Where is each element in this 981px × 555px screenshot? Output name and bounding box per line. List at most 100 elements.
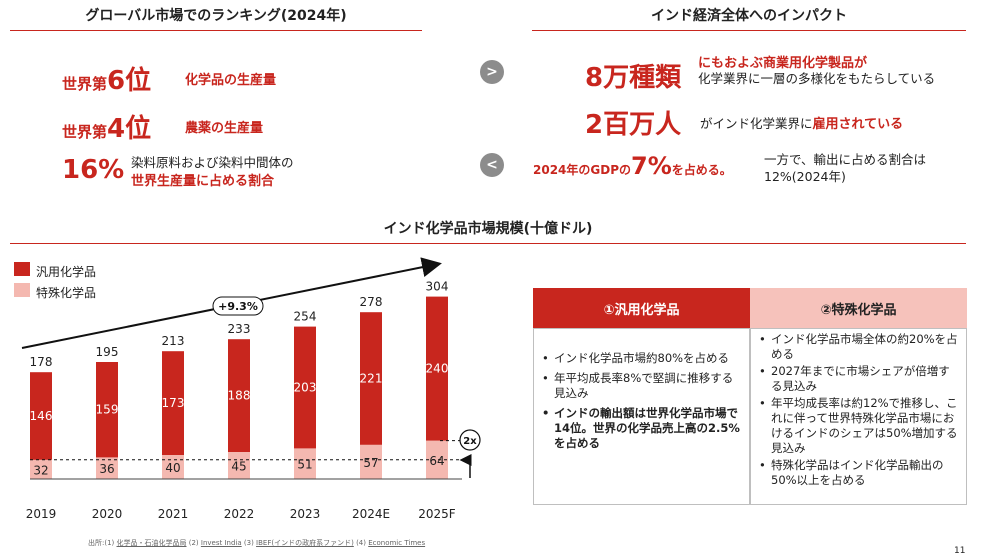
bar-total-label: 278 — [360, 295, 383, 309]
bar-label-specialty: 40 — [165, 461, 180, 475]
bar-commodity — [294, 326, 316, 449]
bar-total-label: 195 — [96, 345, 119, 359]
ranking-row-agrochem: 世界第4位 — [62, 108, 151, 145]
bar-label-commodity: 240 — [426, 362, 449, 376]
bar-total-label: 304 — [426, 280, 449, 294]
bar-total-label: 233 — [228, 322, 251, 336]
rank-prefix: 世界第 — [62, 123, 108, 141]
ranking-section-title: グローバル市場でのランキング(2024年) — [85, 8, 347, 24]
list-item: 2027年までに市場シェアが倍増する見込み — [757, 364, 958, 394]
gdp-post: を占める。 — [671, 163, 732, 177]
rank-label-chemicals: 化学品の生産量 — [185, 73, 277, 88]
export-note-line1: 一方で、輸出に占める割合は — [764, 152, 927, 167]
bar-specialty — [228, 452, 250, 479]
table-cell-specialty: インド化学品市場全体の約20%を占める 2027年までに市場シェアが倍増する見込… — [750, 328, 967, 505]
employment-value: 2百万人 — [585, 110, 682, 140]
bar-specialty — [162, 455, 184, 479]
ranking-title-rule — [10, 30, 422, 31]
bar-total-label: 178 — [30, 355, 53, 369]
bar-commodity — [162, 351, 184, 455]
legend-label-specialty: 特殊化学品 — [36, 286, 97, 300]
list-item: インド化学品市場約80%を占める — [540, 351, 741, 366]
employment-text: がインド化学業界に雇用されている — [700, 113, 903, 132]
list-item: 特殊化学品はインド化学品輸出の50%以上を占める — [757, 458, 958, 488]
bar-specialty — [294, 448, 316, 479]
legend-label-commodity: 汎用化学品 — [36, 265, 97, 279]
product-count-line2: 化学業界に一層の多様化をもたらしている — [698, 71, 936, 86]
cagr-label: +9.3% — [218, 300, 258, 313]
x-tick-label: 2023 — [290, 507, 321, 521]
chart-section-title: インド化学品市場規模(十億ドル) — [383, 221, 593, 237]
list-item: インドの輸出額は世界化学品市場で14位。世界の化学品売上高の2.5%を占める — [540, 406, 741, 451]
dye-share-line1: 染料原料および染料中間体の — [131, 155, 294, 170]
gdp-pre: 2024年のGDPの — [533, 163, 632, 177]
impact-title-rule — [532, 30, 966, 31]
x-tick-label: 2019 — [26, 507, 57, 521]
bar-commodity — [426, 296, 448, 441]
table-header-commodity: ①汎用化学品 — [533, 288, 750, 328]
bar-specialty — [30, 459, 52, 479]
table-header-specialty: ②特殊化学品 — [750, 288, 967, 328]
source-note: 出所:(1) 化学品・石油化学品局 (2) Invest India (3) I… — [88, 539, 426, 547]
table-cell-commodity: インド化学品市場約80%を占める 年平均成長率8%で堅調に推移する見込み インド… — [533, 328, 750, 505]
source-link-1[interactable]: 化学品・石油化学品局 — [116, 539, 187, 547]
source-link-2[interactable]: Invest India — [200, 539, 242, 547]
x-tick-label: 2021 — [158, 507, 189, 521]
product-count-value: 8万種類 — [585, 63, 682, 93]
employment-text-red: 雇用されている — [812, 117, 904, 132]
legend-swatch-specialty — [14, 283, 30, 297]
dye-share-value: 16% — [62, 155, 125, 185]
rank-label-agrochem: 農薬の生産量 — [185, 121, 264, 136]
legend-swatch-commodity — [14, 262, 30, 276]
source-link-4[interactable]: Economic Times — [368, 539, 426, 547]
gdp-share: 2024年のGDPの7%を占める。 — [533, 152, 732, 180]
list-item: 年平均成長率8%で堅調に推移する見込み — [540, 371, 741, 401]
bar-label-specialty: 64 — [429, 454, 444, 468]
bar-specialty — [360, 444, 382, 479]
multiplier-label: 2x — [463, 436, 477, 447]
page-number: 11 — [954, 546, 966, 555]
ranking-row-chemicals: 世界第6位 — [62, 60, 151, 97]
chevron-left-icon[interactable]: < — [480, 153, 504, 177]
bar-specialty — [426, 440, 448, 479]
bar-label-commodity: 173 — [162, 396, 185, 410]
multiplier-badge — [459, 429, 481, 451]
chart-title-rule — [10, 243, 966, 244]
bar-label-specialty: 32 — [33, 463, 48, 477]
impact-section-title: インド経済全体へのインパクト — [651, 8, 847, 24]
list-item: 年平均成長率は約12%で推移し、これに伴って世界特殊化学品市場におけるインドのシ… — [757, 396, 958, 456]
dye-share-line2: 世界生産量に占める割合 — [131, 174, 275, 189]
market-size-chart: 32 146 178 2019 36 159 195 2020 40 173 213 2021 45 18… — [21, 257, 481, 521]
bar-label-commodity: 146 — [30, 409, 53, 423]
chevron-right-icon[interactable]: > — [480, 60, 504, 84]
bar-label-specialty: 57 — [363, 456, 378, 470]
bar-label-specialty: 45 — [231, 460, 246, 474]
product-count-line1: にもおよぶ商業用化学製品が — [698, 56, 868, 71]
bar-label-specialty: 51 — [297, 458, 312, 472]
x-tick-label: 2025F — [418, 507, 456, 521]
list-item: インド化学品市場全体の約20%を占める — [757, 332, 958, 362]
bar-commodity — [96, 362, 118, 458]
source-link-3[interactable]: IBEF(インドの政府系ファンド) — [256, 539, 354, 547]
bar-label-commodity: 188 — [228, 389, 251, 403]
rank-prefix: 世界第 — [62, 75, 108, 93]
bar-commodity — [30, 372, 52, 460]
bar-specialty — [96, 457, 118, 479]
rank-value: 4位 — [107, 114, 152, 144]
bar-commodity — [228, 339, 250, 452]
bar-label-commodity: 221 — [360, 372, 383, 386]
gdp-value: 7% — [631, 152, 672, 180]
bar-total-label: 213 — [162, 334, 185, 348]
x-tick-label: 2020 — [92, 507, 123, 521]
bar-label-commodity: 203 — [294, 381, 317, 395]
bar-total-label: 254 — [294, 310, 317, 324]
bar-commodity — [360, 312, 382, 445]
x-tick-label: 2024E — [352, 507, 390, 521]
bar-label-commodity: 159 — [96, 403, 119, 417]
rank-value: 6位 — [107, 66, 152, 96]
x-tick-label: 2022 — [224, 507, 255, 521]
export-note-line2: 12%(2024年) — [764, 169, 846, 184]
bar-label-specialty: 36 — [99, 462, 114, 476]
employment-text-normal: がインド化学業界に — [700, 116, 813, 131]
cagr-badge — [212, 296, 264, 316]
